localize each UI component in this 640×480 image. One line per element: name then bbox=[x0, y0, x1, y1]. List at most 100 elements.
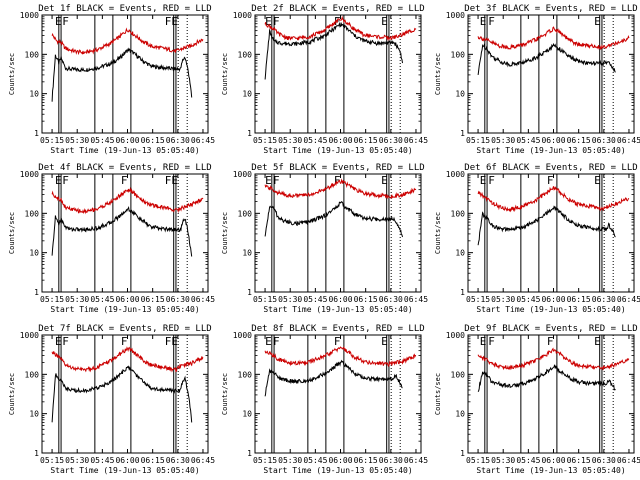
plot-frame bbox=[41, 334, 209, 454]
y-axis-label: Counts/sec bbox=[8, 53, 16, 95]
lld-series-line bbox=[264, 15, 417, 41]
event-marker-label: E bbox=[265, 15, 272, 28]
x-tick-label: 05:15 bbox=[40, 295, 64, 304]
x-tick-label: 05:15 bbox=[466, 295, 490, 304]
x-tick-label: 06:30 bbox=[592, 295, 616, 304]
lld-series-line bbox=[477, 186, 630, 213]
y-tick-label: 100 bbox=[25, 50, 40, 59]
chart-panel-1: Det 1f BLACK = Events, RED = LLD Counts/s… bbox=[8, 4, 215, 155]
x-tick-label: 06:45 bbox=[191, 295, 215, 304]
x-tick-label: 05:45 bbox=[303, 456, 327, 465]
x-tick-label: 06:15 bbox=[141, 295, 165, 304]
x-tick-label: 06:00 bbox=[541, 295, 565, 304]
plot-frame bbox=[467, 334, 635, 454]
event-marker-label: E bbox=[381, 335, 388, 348]
y-axis-label: Counts/sec bbox=[434, 373, 442, 415]
x-tick-label: 06:15 bbox=[567, 136, 591, 145]
event-marker-label: E bbox=[265, 174, 272, 187]
lld-series-line bbox=[264, 178, 417, 200]
x-tick-label: 06:30 bbox=[592, 456, 616, 465]
y-tick-label: 100 bbox=[451, 370, 466, 379]
chart-title: Det 2f BLACK = Events, RED = LLD bbox=[251, 4, 424, 14]
chart-panel-6: Det 6f BLACK = Events, RED = LLD Counts/s… bbox=[434, 163, 640, 314]
y-tick-label: 1000 bbox=[20, 331, 39, 340]
y-tick-label: 1000 bbox=[233, 11, 252, 20]
events-series-line bbox=[477, 205, 616, 246]
x-tick-label: 05:30 bbox=[65, 295, 89, 304]
y-tick-label: 1 bbox=[34, 449, 39, 458]
chart-panel-2: Det 2f BLACK = Events, RED = LLD Counts/s… bbox=[221, 4, 428, 155]
x-tick-label: 06:30 bbox=[166, 456, 190, 465]
x-tick-label: 05:30 bbox=[65, 136, 89, 145]
x-tick-label: 05:45 bbox=[303, 136, 327, 145]
events-series-line bbox=[51, 47, 193, 102]
x-tick-label: 06:15 bbox=[567, 295, 591, 304]
event-marker-label: FE bbox=[165, 174, 178, 187]
x-tick-label: 06:45 bbox=[404, 295, 428, 304]
y-axis-label: Counts/sec bbox=[8, 373, 16, 415]
x-tick-label: 05:30 bbox=[278, 456, 302, 465]
lld-series-line bbox=[51, 346, 204, 373]
x-tick-label: 05:30 bbox=[491, 456, 515, 465]
x-tick-label: 06:30 bbox=[166, 295, 190, 304]
event-marker-label: F bbox=[547, 174, 554, 187]
x-tick-label: 05:15 bbox=[253, 136, 277, 145]
x-axis-label: Start Time (19-Jun-13 05:05:40) bbox=[476, 466, 625, 475]
events-series-line bbox=[264, 201, 403, 238]
y-tick-label: 1 bbox=[247, 288, 252, 297]
x-tick-label: 06:00 bbox=[115, 136, 139, 145]
event-marker-label: E bbox=[55, 174, 62, 187]
x-tick-label: 05:45 bbox=[516, 456, 540, 465]
event-marker-label: E bbox=[594, 174, 601, 187]
x-tick-label: 06:15 bbox=[141, 136, 165, 145]
y-tick-label: 1000 bbox=[233, 331, 252, 340]
x-tick-label: 06:30 bbox=[592, 136, 616, 145]
x-tick-label: 05:45 bbox=[90, 456, 114, 465]
x-axis-label: Start Time (19-Jun-13 05:05:40) bbox=[263, 305, 412, 314]
y-axis-label: Counts/sec bbox=[221, 212, 229, 254]
x-tick-label: 05:45 bbox=[516, 295, 540, 304]
event-marker-label: F bbox=[62, 15, 69, 28]
event-marker-label: F bbox=[488, 335, 495, 348]
y-tick-label: 1000 bbox=[446, 331, 465, 340]
event-marker-label: F bbox=[62, 335, 69, 348]
chart-title: Det 8f BLACK = Events, RED = LLD bbox=[251, 324, 424, 334]
x-axis-label: Start Time (19-Jun-13 05:05:40) bbox=[50, 146, 199, 155]
event-marker-label: F bbox=[547, 335, 554, 348]
y-tick-label: 100 bbox=[238, 370, 253, 379]
x-tick-label: 06:00 bbox=[115, 295, 139, 304]
y-tick-label: 1000 bbox=[20, 170, 39, 179]
event-marker-label: F bbox=[488, 174, 495, 187]
event-marker-label: F bbox=[273, 15, 280, 28]
x-tick-label: 05:15 bbox=[253, 295, 277, 304]
y-tick-label: 1 bbox=[247, 129, 252, 138]
x-axis-label: Start Time (19-Jun-13 05:05:40) bbox=[50, 466, 199, 475]
x-tick-label: 06:00 bbox=[328, 456, 352, 465]
x-tick-label: 06:00 bbox=[328, 136, 352, 145]
event-marker-label: F bbox=[121, 335, 128, 348]
x-tick-label: 06:45 bbox=[191, 456, 215, 465]
plot-frame bbox=[41, 14, 209, 134]
x-axis-label: Start Time (19-Jun-13 05:05:40) bbox=[476, 305, 625, 314]
event-marker-label: E bbox=[55, 335, 62, 348]
x-tick-label: 06:15 bbox=[354, 136, 378, 145]
plot-frame bbox=[254, 334, 422, 454]
x-tick-label: 06:15 bbox=[567, 456, 591, 465]
x-axis-label: Start Time (19-Jun-13 05:05:40) bbox=[263, 466, 412, 475]
event-marker-label: F bbox=[334, 174, 341, 187]
event-marker-label: FE bbox=[165, 15, 178, 28]
y-axis-label: Counts/sec bbox=[434, 53, 442, 95]
event-marker-label: FE bbox=[165, 335, 178, 348]
y-tick-label: 100 bbox=[451, 209, 466, 218]
x-tick-label: 06:30 bbox=[166, 136, 190, 145]
x-tick-label: 05:15 bbox=[253, 456, 277, 465]
x-tick-label: 05:45 bbox=[303, 295, 327, 304]
x-tick-label: 06:00 bbox=[328, 295, 352, 304]
y-tick-label: 100 bbox=[451, 50, 466, 59]
x-tick-label: 06:30 bbox=[379, 136, 403, 145]
x-tick-label: 05:15 bbox=[466, 456, 490, 465]
x-tick-label: 05:15 bbox=[40, 136, 64, 145]
x-tick-label: 06:15 bbox=[354, 295, 378, 304]
y-tick-label: 1000 bbox=[20, 11, 39, 20]
